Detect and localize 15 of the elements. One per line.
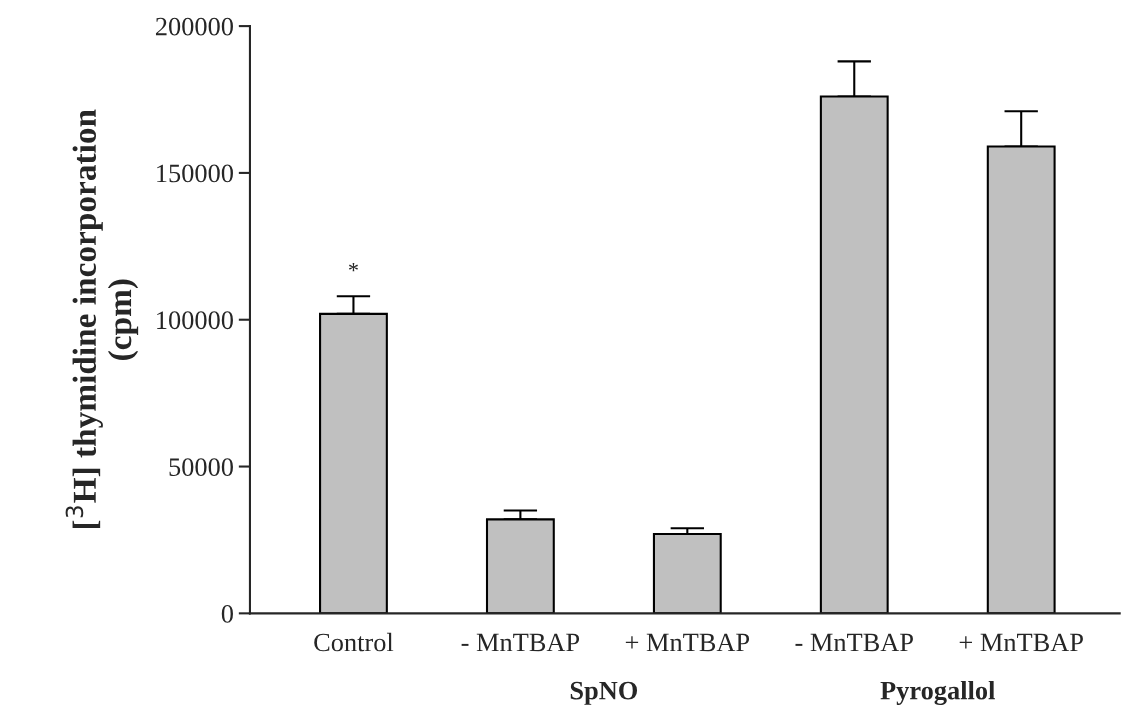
annotation: * [348,263,358,272]
bar [652,533,722,614]
y-tick-label: 0 [221,604,233,623]
y-tick-label: 150000 [157,164,233,183]
x-tick-label: - MnTBAP [461,633,580,652]
x-tick-label: + MnTBAP [625,633,750,652]
x-tick-label: + MnTBAP [959,633,1083,652]
y-tick-label: 200000 [155,17,233,36]
y-tick-label: 50000 [169,458,233,476]
text: SpNO [570,681,638,705]
text: Pyrogallol [880,680,995,706]
x-tick-label: Control [314,632,394,652]
x-tick-label: - MnTBAP [795,633,913,652]
y-axis-title: [$^{3}$H] thymidine incorporation (cpm) [65,109,139,529]
y-tick-label: 100000 [157,311,233,330]
